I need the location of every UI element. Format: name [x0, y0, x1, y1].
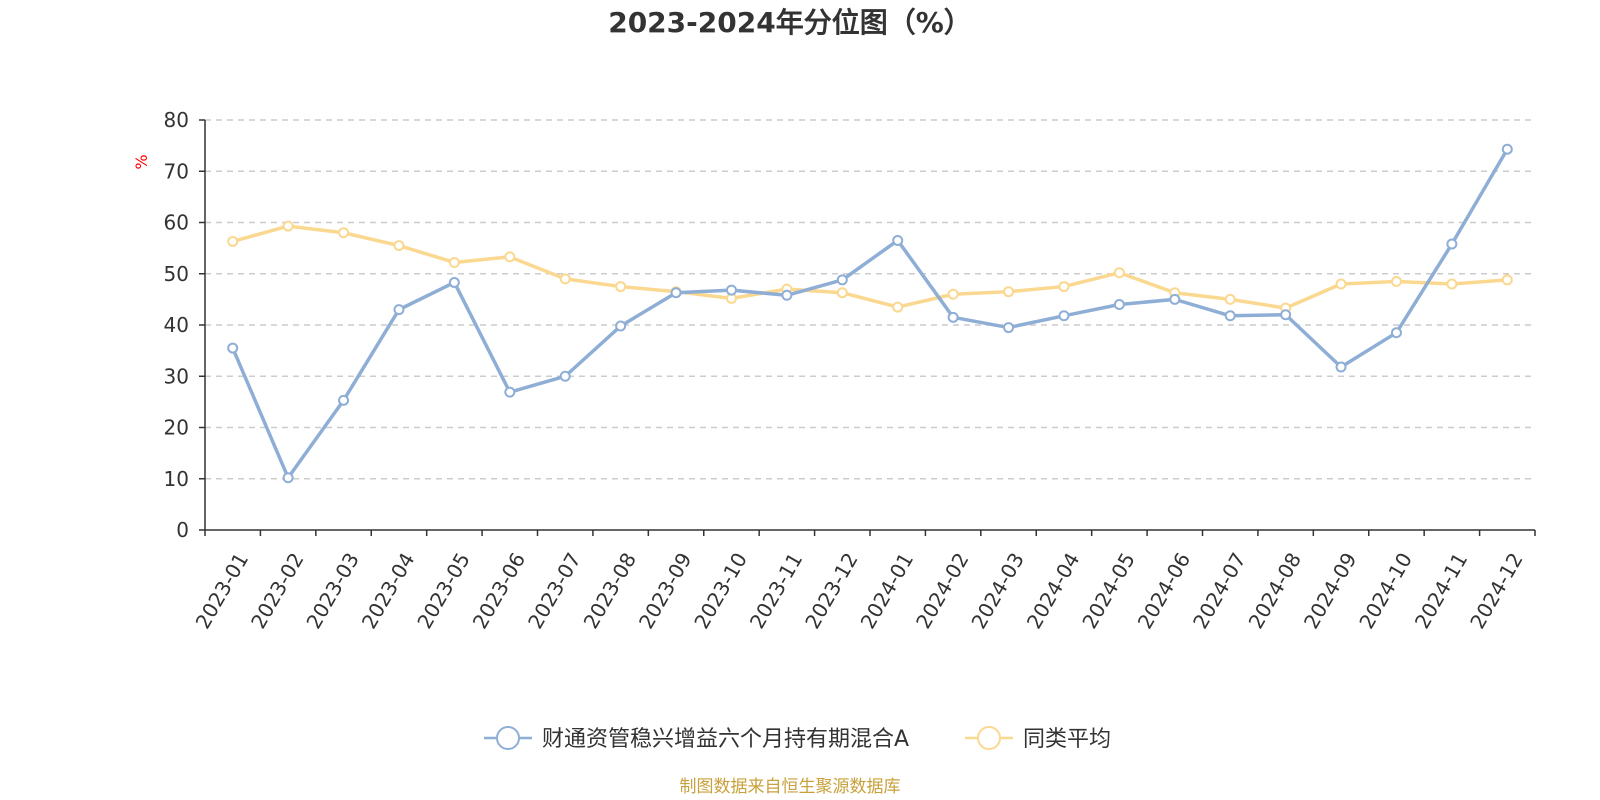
- x-tick-label: 2023-11: [745, 548, 808, 632]
- x-tick-label: 2023-02: [246, 548, 309, 632]
- data-point: [448, 256, 460, 268]
- x-tick-label: 2023-06: [468, 548, 531, 632]
- x-tick-label: 2024-05: [1077, 548, 1140, 632]
- y-tick-label: 0: [176, 518, 189, 542]
- data-point: [282, 220, 294, 232]
- data-point: [504, 386, 516, 398]
- data-point: [1390, 275, 1402, 287]
- x-tick-label: 2024-12: [1465, 548, 1528, 632]
- x-tick-label: 2024-02: [911, 548, 974, 632]
- data-point: [947, 288, 959, 300]
- data-point: [670, 287, 682, 299]
- data-point: [1224, 310, 1236, 322]
- data-point: [892, 234, 904, 246]
- data-point: [1003, 286, 1015, 298]
- x-tick-label: 2023-10: [689, 548, 752, 632]
- data-point: [559, 370, 571, 382]
- data-point: [227, 342, 239, 354]
- y-axis-label: %: [132, 154, 151, 169]
- legend-marker-icon: [977, 726, 1001, 750]
- y-tick-label: 10: [164, 467, 189, 491]
- data-point: [836, 287, 848, 299]
- data-point: [1446, 278, 1458, 290]
- data-point: [282, 472, 294, 484]
- data-point: [1224, 293, 1236, 305]
- data-point: [1335, 361, 1347, 373]
- y-tick-label: 80: [164, 108, 189, 132]
- legend-marker-icon: [496, 726, 520, 750]
- source-note: 制图数据来自恒生聚源数据库: [680, 777, 901, 797]
- data-point: [615, 320, 627, 332]
- x-tick-label: 2024-10: [1354, 548, 1417, 632]
- x-tick-label: 2023-07: [523, 548, 586, 632]
- x-tick-label: 2024-09: [1299, 548, 1362, 632]
- data-point: [338, 227, 350, 239]
- y-tick-label: 50: [164, 262, 189, 286]
- series-line: [232, 224, 1508, 310]
- data-point: [1280, 309, 1292, 321]
- data-point: [1058, 281, 1070, 293]
- y-tick-label: 60: [164, 211, 189, 235]
- data-point: [781, 289, 793, 301]
- legend-label: 财通资管稳兴增益六个月持有期混合A: [542, 727, 909, 752]
- x-tick-label: 2024-04: [1022, 548, 1085, 632]
- data-point: [1446, 238, 1458, 250]
- x-tick-label: 2024-08: [1244, 548, 1307, 632]
- y-tick-label: 30: [164, 364, 189, 388]
- grid-lines: [205, 119, 1535, 480]
- data-point: [1003, 322, 1015, 334]
- y-tick-label: 70: [164, 159, 189, 183]
- data-point: [393, 240, 405, 252]
- data-point: [615, 281, 627, 293]
- data-point: [725, 284, 737, 296]
- data-point: [448, 276, 460, 288]
- series-line: [231, 148, 1509, 480]
- data-point: [338, 394, 350, 406]
- data-point: [1335, 278, 1347, 290]
- data-point: [1113, 299, 1125, 310]
- data-point: [1169, 293, 1181, 305]
- x-tick-label: 2023-05: [412, 548, 475, 632]
- data-point: [393, 304, 405, 316]
- x-tick-label: 2024-07: [1188, 548, 1251, 632]
- x-tick-label: 2023-04: [357, 548, 420, 632]
- x-tick-label: 2023-01: [191, 548, 254, 632]
- legend-label: 同类平均: [1023, 727, 1111, 752]
- data-point: [504, 251, 516, 263]
- y-tick-label: 40: [164, 313, 189, 337]
- data-point: [1501, 274, 1513, 286]
- x-tick-label: 2024-11: [1410, 548, 1473, 632]
- x-tick-label: 2023-12: [800, 548, 863, 632]
- data-point: [1058, 310, 1070, 322]
- x-tick-label: 2023-03: [301, 548, 364, 632]
- series-lines: [227, 143, 1513, 484]
- x-tick-label: 2024-06: [1133, 548, 1196, 632]
- chart-title: 2023-2024年分位图（%）: [608, 6, 972, 39]
- x-tick-label: 2023-08: [579, 548, 642, 632]
- data-point: [1501, 143, 1513, 155]
- data-point: [892, 301, 904, 313]
- data-point: [947, 311, 959, 323]
- data-point: [1113, 267, 1125, 279]
- x-tick-label: 2024-03: [966, 548, 1029, 632]
- data-point: [227, 235, 239, 247]
- x-tick-label: 2023-09: [634, 548, 697, 632]
- x-tick-label: 2024-01: [856, 548, 919, 632]
- data-point: [559, 273, 571, 285]
- legend: 财通资管稳兴增益六个月持有期混合A 同类平均: [484, 726, 1111, 752]
- y-tick-label: 20: [164, 416, 189, 440]
- data-point: [836, 274, 848, 286]
- data-point: [1390, 327, 1402, 339]
- axes: 010203040506070802023-012023-022023-0320…: [164, 108, 1536, 633]
